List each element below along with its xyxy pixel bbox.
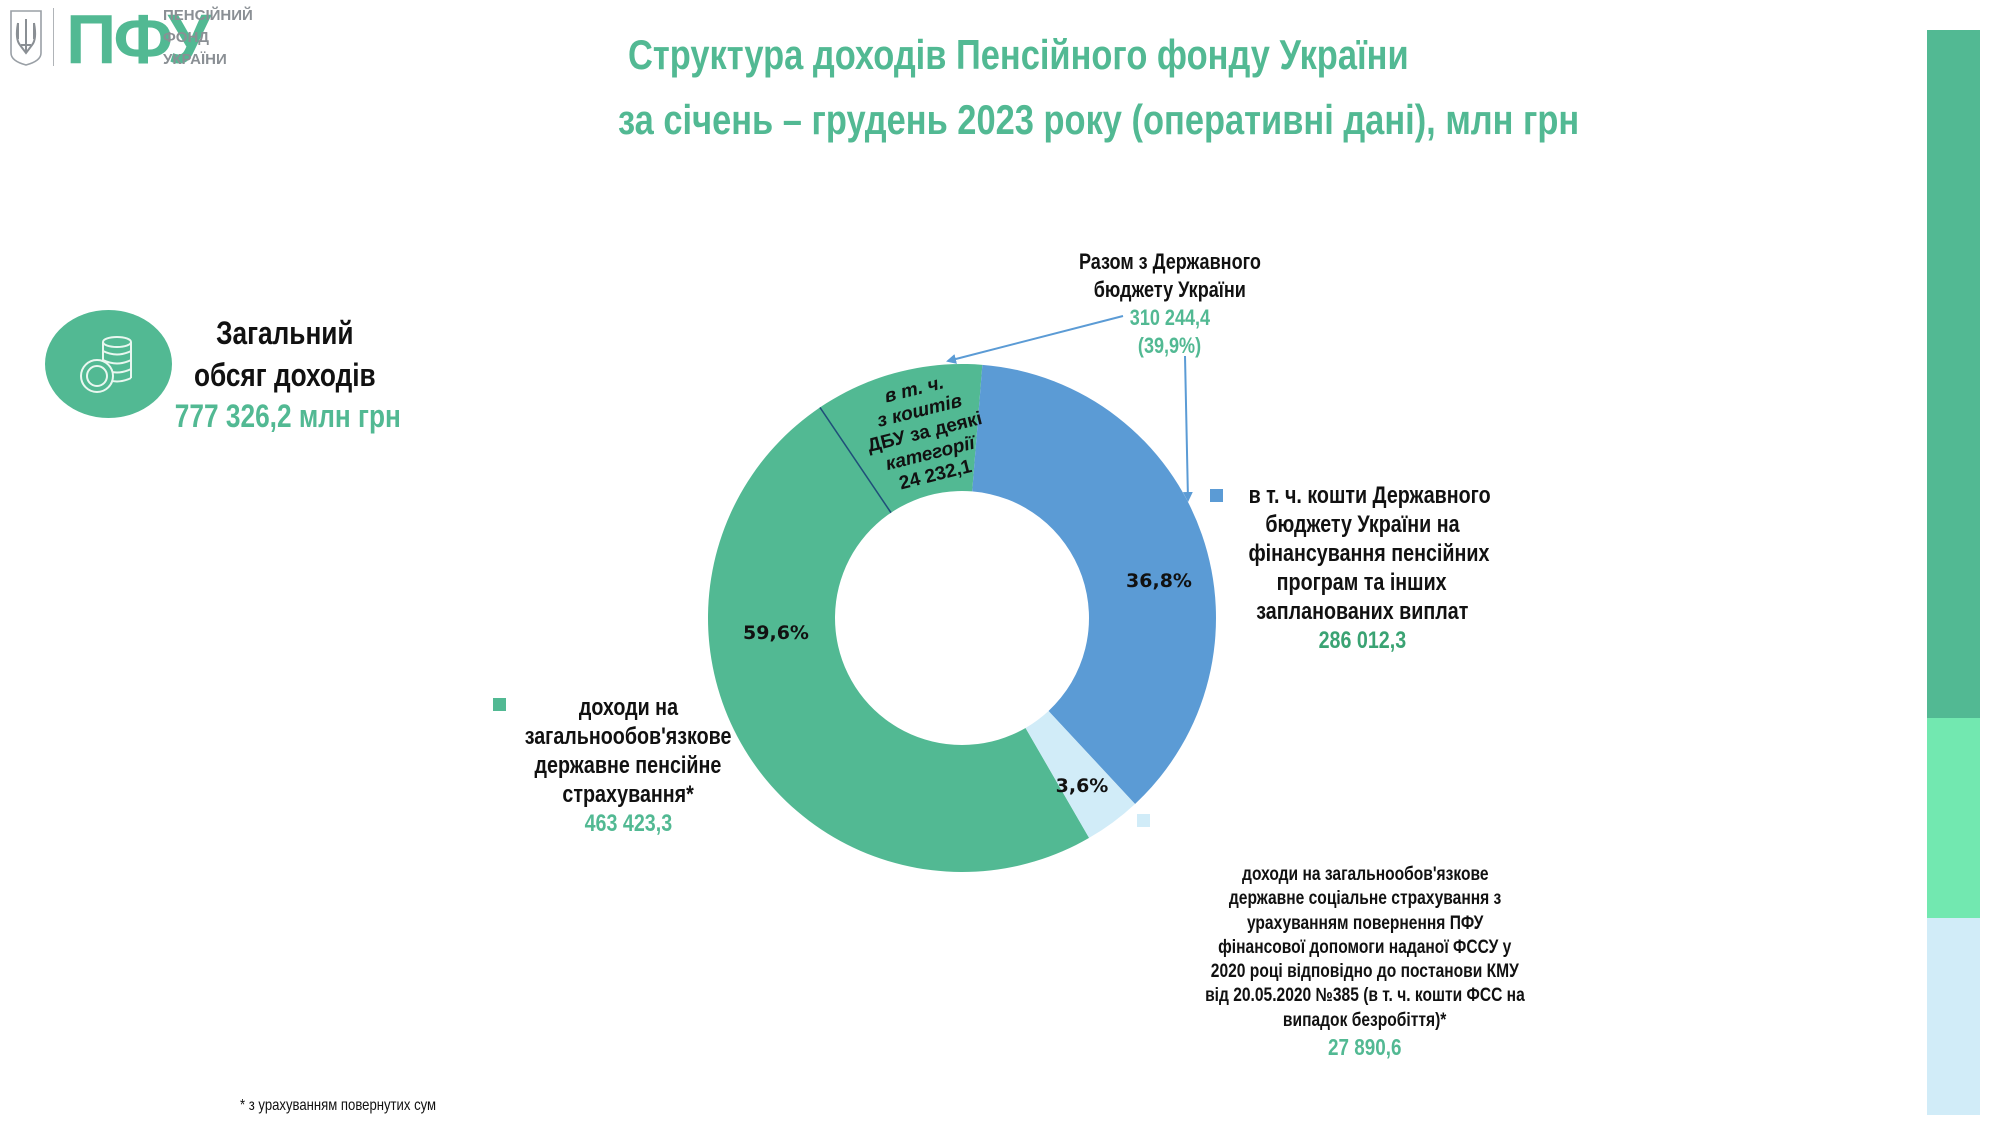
state-budget-total-annotation: Разом з Державного бюджету України 310 2… (1079, 249, 1261, 358)
coins-icon (80, 336, 132, 393)
arrow-to-state-budget (1182, 355, 1193, 502)
segment-state-budget[interactable] (972, 364, 1216, 804)
logo-abbr: ПФУ (66, 0, 211, 78)
footnote: * з урахуванням повернутих сум (240, 1097, 437, 1114)
page-title-line-1: Структура доходів Пенсійного фонду Украї… (628, 31, 1409, 78)
trident-icon (10, 10, 42, 66)
total-label-line-2: обсяг доходів (194, 357, 376, 393)
total-value: 777 326,2 млн грн (174, 398, 401, 434)
total-label-line-1: Загальний (216, 315, 354, 351)
legend-swatch-pension (493, 698, 506, 711)
decor-bar-light-blue (1927, 918, 1980, 1115)
page-title-line-2: за січень – грудень 2023 року (оперативн… (618, 96, 1580, 143)
coins-icon-badge (45, 310, 172, 418)
segment-pension-insurance[interactable] (707, 364, 1090, 873)
legend-swatch-social (1137, 814, 1150, 827)
logo-line-3: УКРАЇНИ (163, 51, 227, 68)
legend-state-budget: в т. ч. кошти Державного бюджету України… (1248, 482, 1491, 654)
dbu-subsegment-divider (819, 407, 892, 514)
decor-bar-green (1927, 30, 1980, 718)
arrow-to-dbu (946, 315, 1124, 364)
percent-label-state-budget: 36,8% (1126, 570, 1192, 592)
legend-pension-insurance: доходи на загальнообов'язкове державне п… (524, 694, 732, 837)
logo-line-2: ФОНД (163, 29, 209, 46)
logo-line-1: ПЕНСІЙНИЙ (163, 7, 253, 24)
decor-bar-mint (1927, 718, 1980, 918)
logo: ПФУ ПЕНСІЙНИЙ ФОНД УКРАЇНИ (0, 0, 253, 78)
percent-label-social: 3,6% (1055, 775, 1109, 797)
logo-divider (53, 8, 54, 66)
legend-swatch-state-budget (1210, 489, 1223, 502)
total-income-block: Загальний обсяг доходів 777 326,2 млн гр… (150, 312, 420, 436)
segment-social-insurance[interactable] (1025, 710, 1136, 838)
legend-social-insurance: доходи на загальнообов'язкове державне с… (1205, 864, 1525, 1061)
percent-label-pension: 59,6% (743, 622, 809, 644)
